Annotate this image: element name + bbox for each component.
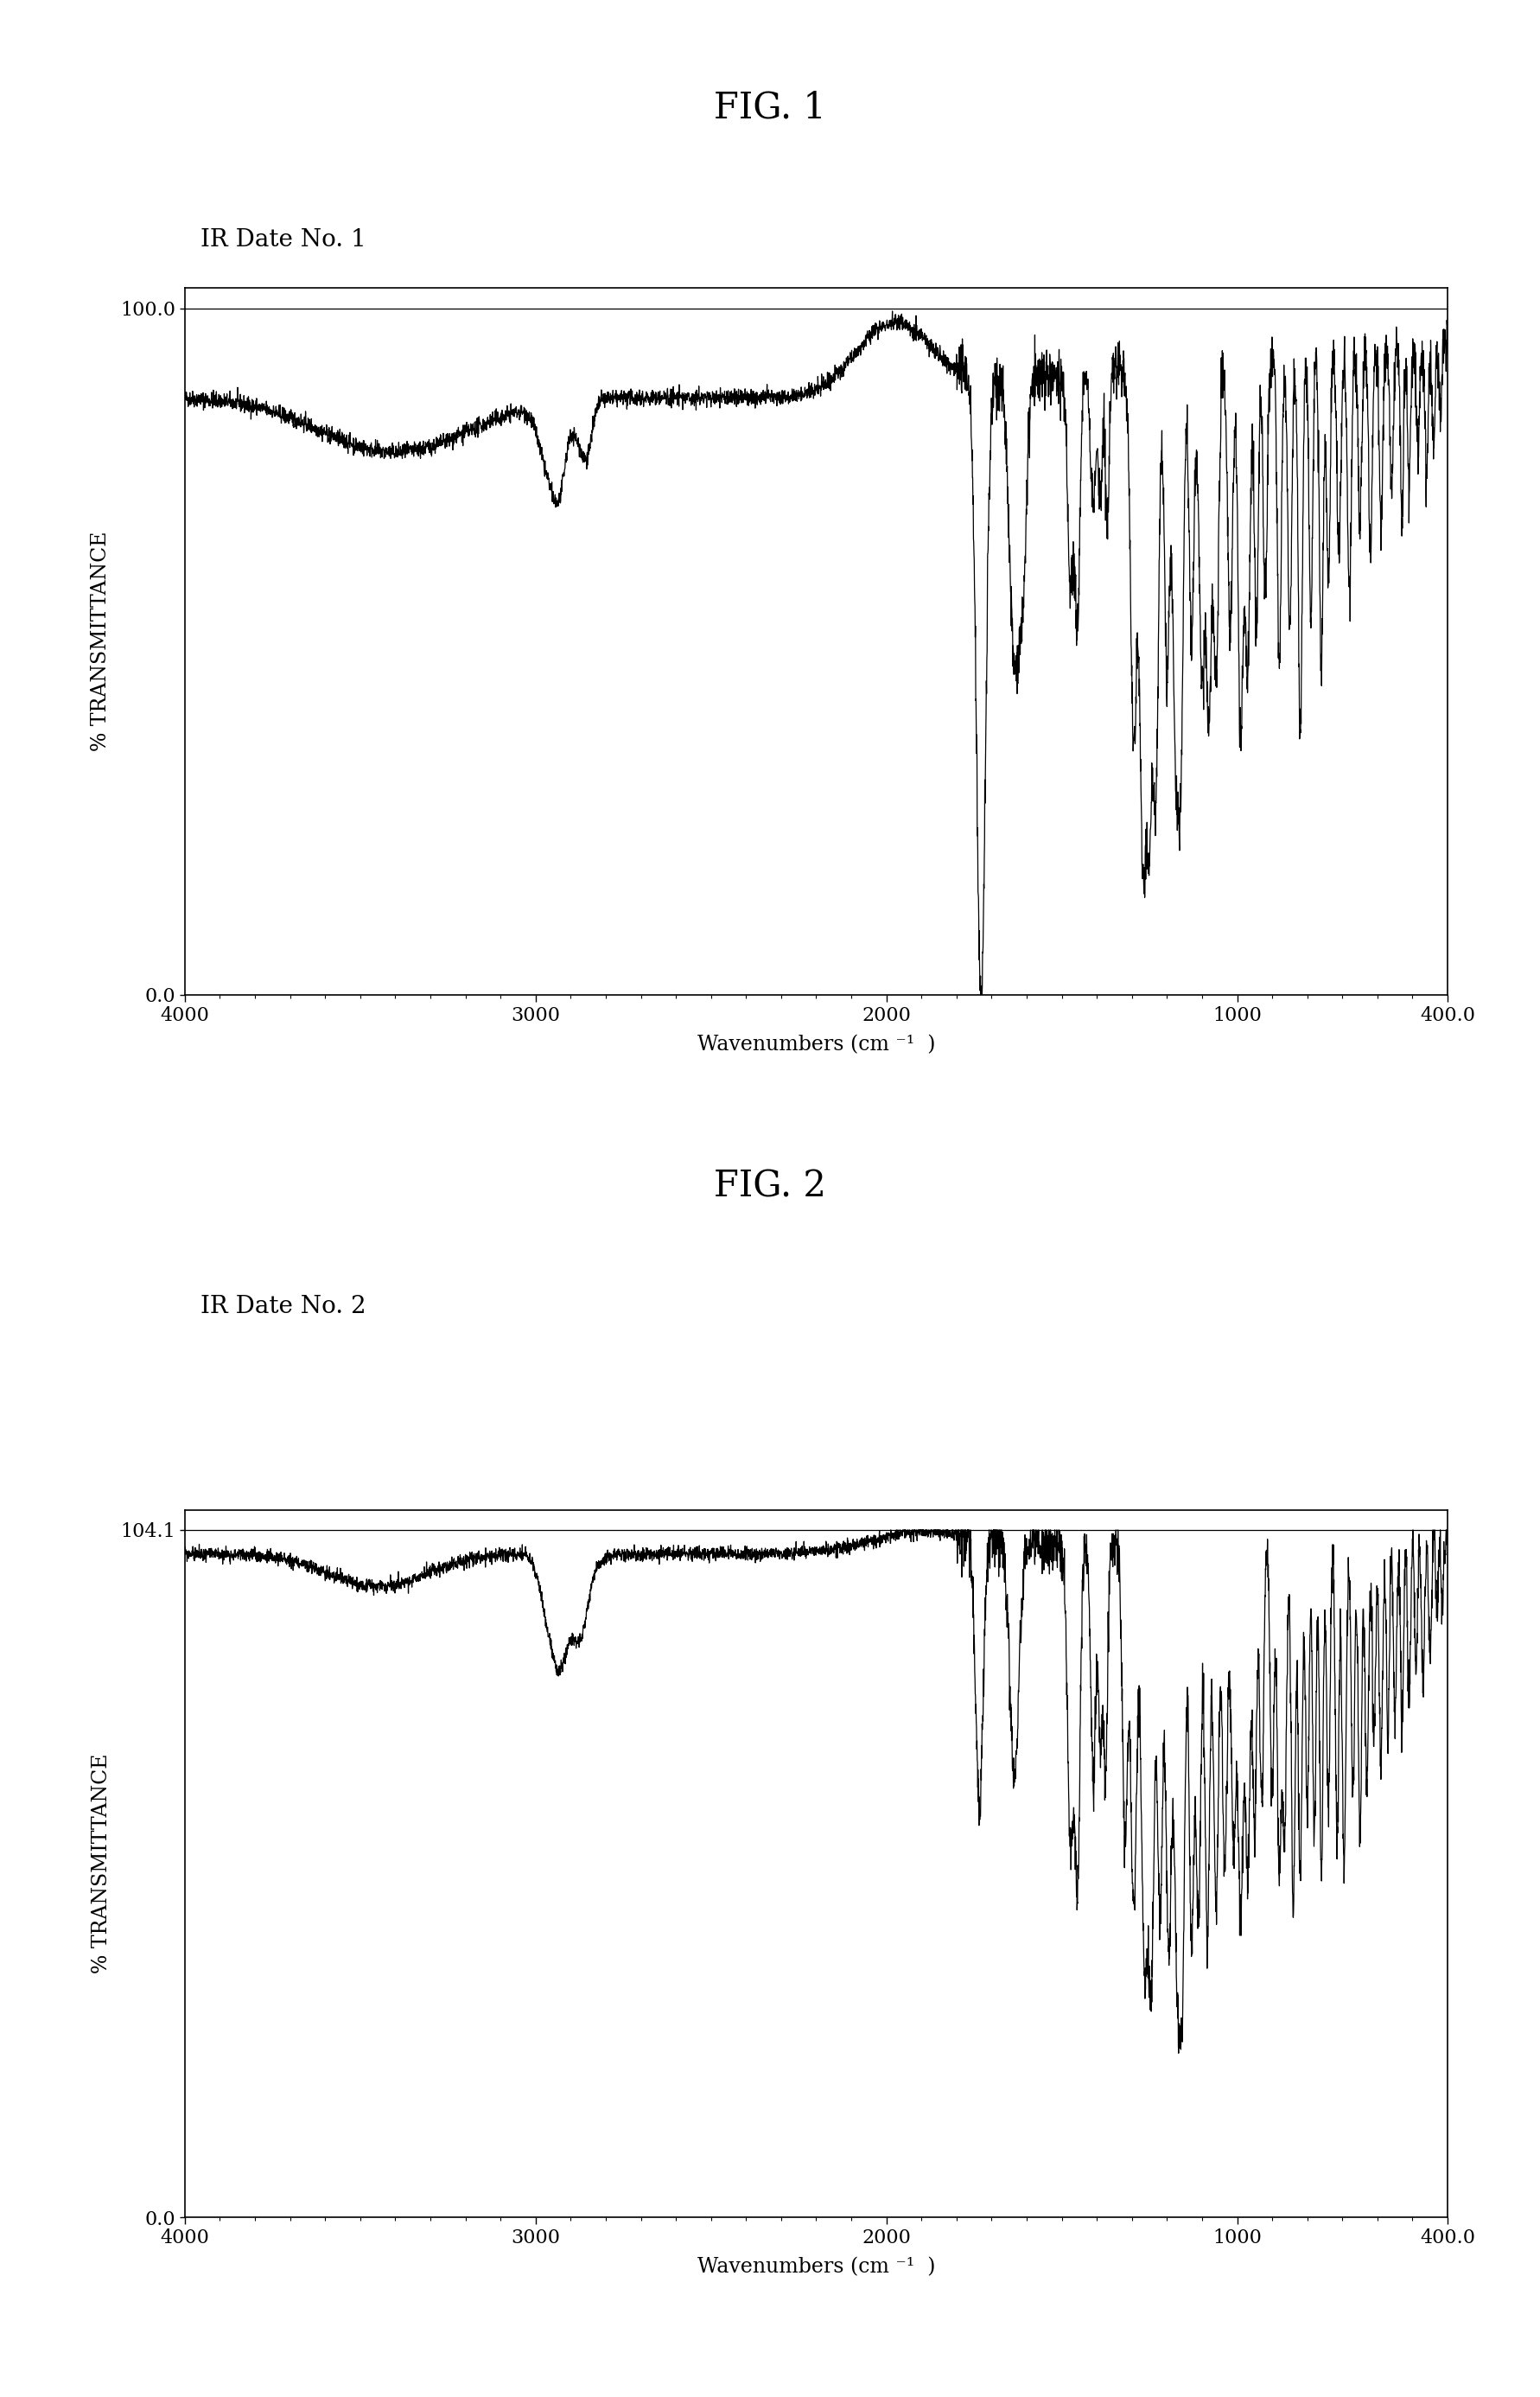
- X-axis label: Wavenumbers (cm ⁻¹  ): Wavenumbers (cm ⁻¹ ): [698, 1036, 935, 1055]
- Y-axis label: % TRANSMITTANCE: % TRANSMITTANCE: [91, 1755, 111, 1973]
- Text: IR Date No. 2: IR Date No. 2: [200, 1294, 367, 1318]
- Text: FIG. 2: FIG. 2: [715, 1167, 825, 1206]
- X-axis label: Wavenumbers (cm ⁻¹  ): Wavenumbers (cm ⁻¹ ): [698, 2258, 935, 2277]
- Y-axis label: % TRANSMITTANCE: % TRANSMITTANCE: [91, 532, 111, 750]
- Text: IR Date No. 1: IR Date No. 1: [200, 228, 367, 252]
- Text: FIG. 1: FIG. 1: [715, 89, 825, 127]
